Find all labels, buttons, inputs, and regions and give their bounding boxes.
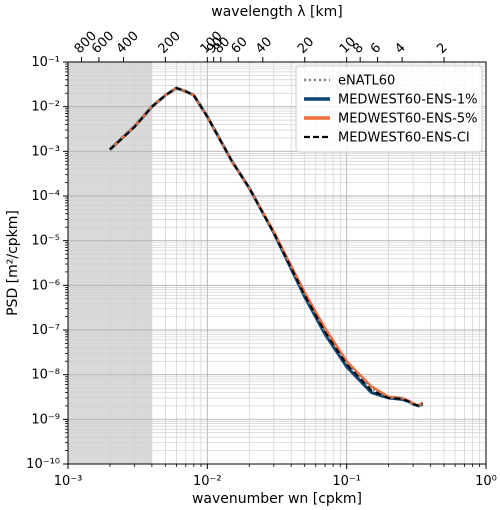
top-tick-label: 2 <box>434 40 450 56</box>
top-axis-label: wavelength λ [km] <box>211 4 342 20</box>
top-tick-label: 60 <box>228 35 250 57</box>
top-tick-label: 8 <box>350 40 366 56</box>
legend-box <box>295 65 483 153</box>
x-tick-label: 10⁻² <box>193 474 222 489</box>
legend-label: MEDWEST60-ENS-5% <box>338 112 477 127</box>
x-tick-label: 10⁰ <box>475 474 497 489</box>
x-tick-label: 10⁻¹ <box>332 474 361 489</box>
y-axis-label: PSD [m²/cpkm] <box>5 210 21 316</box>
plot-frame <box>67 61 487 465</box>
top-tick-label: 400 <box>114 29 142 57</box>
y-tick-label: 10⁻⁷ <box>31 323 60 338</box>
y-tick-label: 10⁻³ <box>31 144 60 159</box>
legend: eNATL60 MEDWEST60-ENS-1% MEDWEST60-ENS-5% M… <box>295 65 483 153</box>
y-tick-label: 10⁻¹ <box>31 55 60 70</box>
legend-items: eNATL60 MEDWEST60-ENS-1% MEDWEST60-ENS-5% M… <box>304 74 477 146</box>
legend-label: MEDWEST60-ENS-1% <box>338 93 477 108</box>
legend-label: MEDWEST60-ENS-CI <box>338 131 470 146</box>
y-tick-label: 10⁻⁴ <box>31 189 60 204</box>
x-axis-label: wavenumber wn [cpkm] <box>192 491 362 507</box>
top-tick-label: 200 <box>156 29 184 57</box>
series-line-medwest60-ens-ci <box>109 87 424 407</box>
y-tick-label: 10⁻⁹ <box>31 412 60 427</box>
series-layer <box>108 86 424 408</box>
y-tick-label: 10⁻⁸ <box>31 368 60 383</box>
y-tick-label: 10⁻¹⁰ <box>26 457 60 472</box>
ticks <box>63 57 487 469</box>
top-tick-label: 20 <box>295 35 317 57</box>
y-tick-label: 10⁻⁵ <box>31 234 60 249</box>
top-tick-label: 40 <box>253 35 275 57</box>
y-tick-label: 10⁻⁶ <box>31 278 60 293</box>
top-tick-label: 4 <box>392 40 408 56</box>
y-tick-label: 10⁻² <box>31 100 60 115</box>
legend-label: eNATL60 <box>338 74 395 89</box>
top-tick-label: 6 <box>368 40 384 56</box>
x-tick-label: 10⁻³ <box>54 474 83 489</box>
